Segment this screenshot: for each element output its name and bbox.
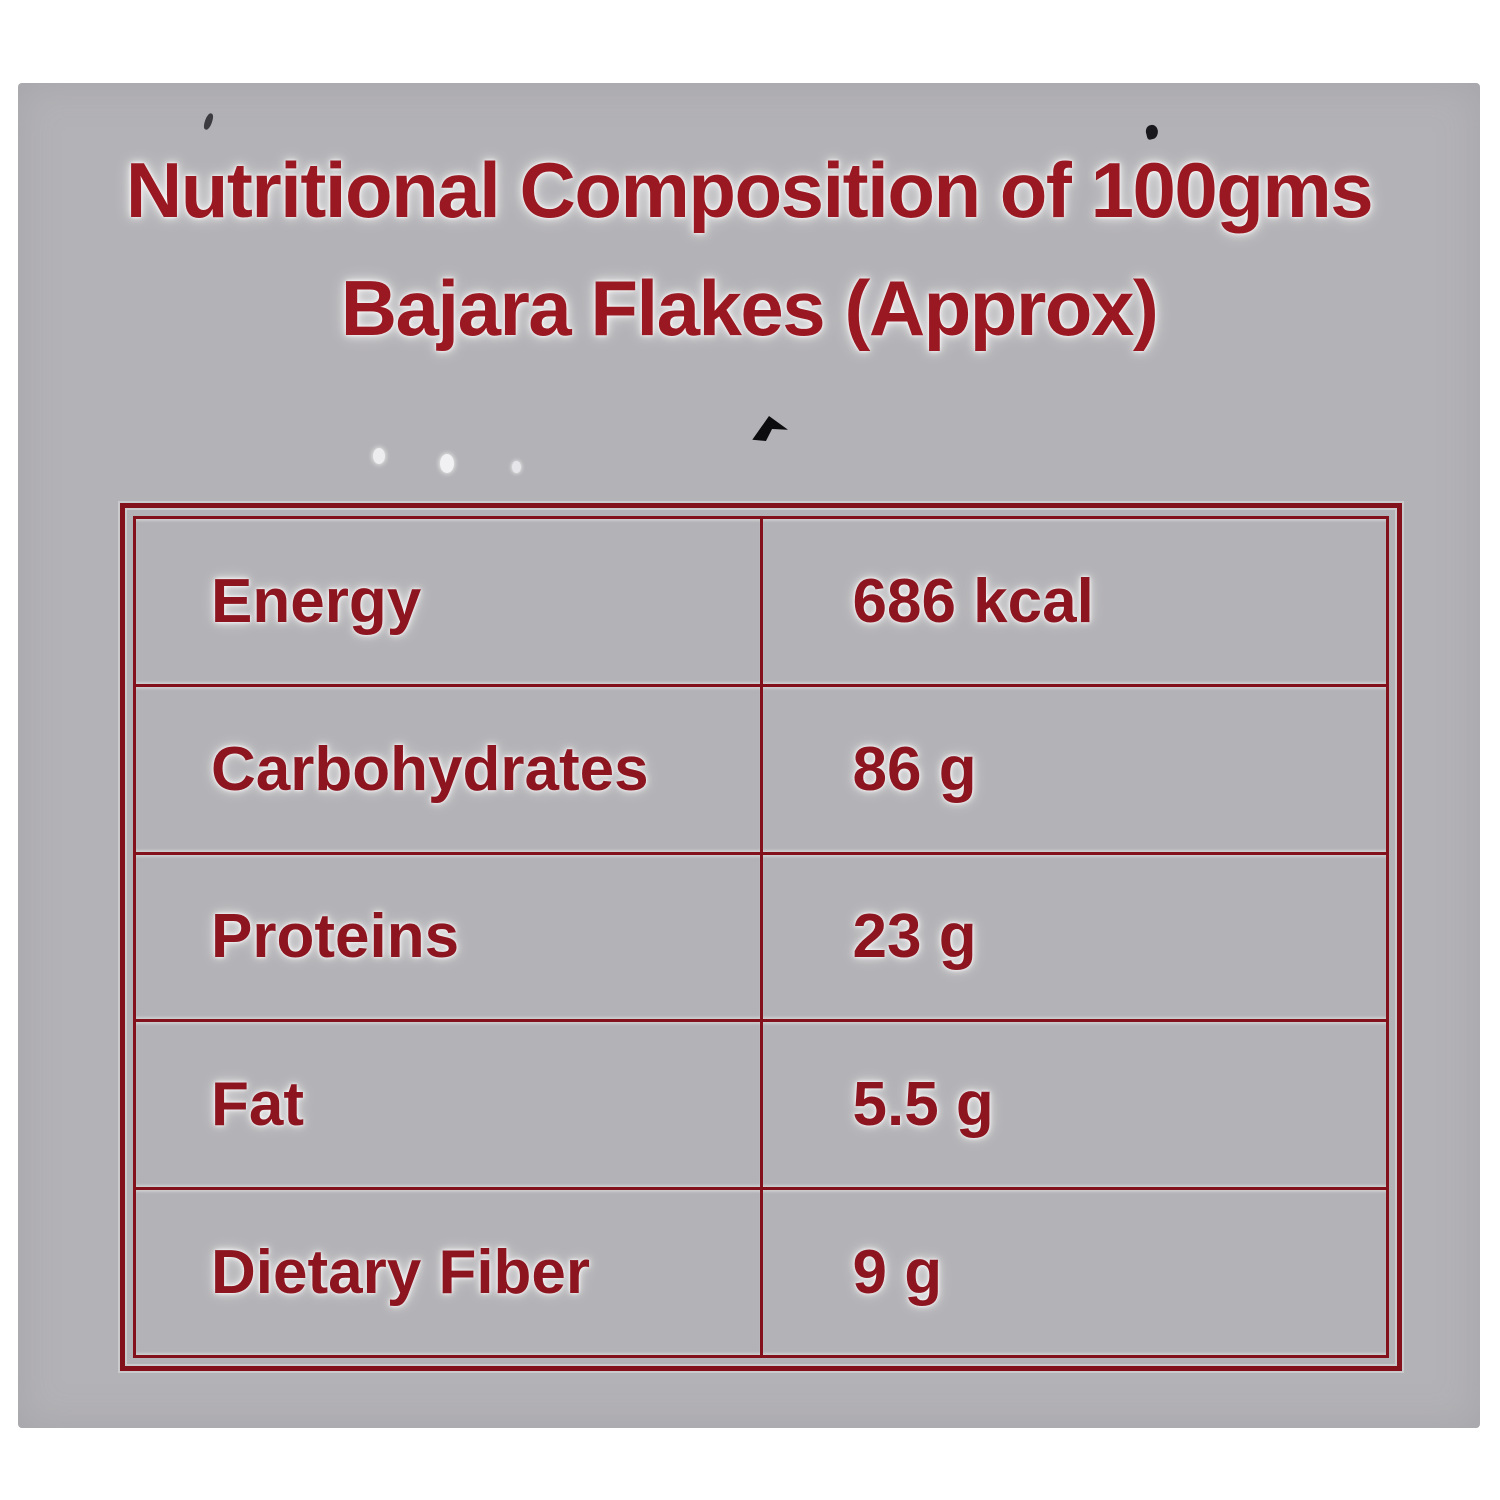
nutrient-value: 686 kcal (759, 516, 1389, 687)
photo-speck (373, 448, 385, 464)
nutrient-name: Energy (133, 516, 763, 687)
nutrition-table-frame: Energy 686 kcal Carbohydrates 86 g Prote… (120, 503, 1402, 1371)
label-title: Nutritional Composition of 100gms Bajara… (18, 131, 1480, 367)
photo-speck (202, 112, 215, 131)
nutrient-value: 86 g (759, 683, 1389, 855)
title-line-1: Nutritional Composition of 100gms (125, 146, 1374, 234)
table-row: Dietary Fiber 9 g (133, 1187, 1389, 1358)
nutrition-table: Energy 686 kcal Carbohydrates 86 g Prote… (133, 516, 1389, 1358)
table-row: Carbohydrates 86 g (133, 683, 1389, 855)
nutrient-value: 9 g (759, 1187, 1389, 1358)
nutrient-name: Proteins (133, 851, 763, 1023)
nutrient-name: Carbohydrates (133, 683, 763, 855)
nutrient-name: Fat (133, 1019, 763, 1191)
nutrition-label-panel: Nutritional Composition of 100gms Bajara… (18, 83, 1480, 1428)
title-line-2: Bajara Flakes (Approx) (340, 264, 1159, 352)
nutrient-value: 5.5 g (759, 1019, 1389, 1191)
table-row: Proteins 23 g (133, 851, 1389, 1023)
table-row: Fat 5.5 g (133, 1019, 1389, 1191)
nutrient-name: Dietary Fiber (133, 1187, 763, 1358)
nutrient-value: 23 g (759, 851, 1389, 1023)
photo-speck (440, 454, 454, 473)
table-row: Energy 686 kcal (133, 516, 1389, 687)
photo-speck (752, 416, 788, 441)
photo-speck (512, 461, 521, 473)
